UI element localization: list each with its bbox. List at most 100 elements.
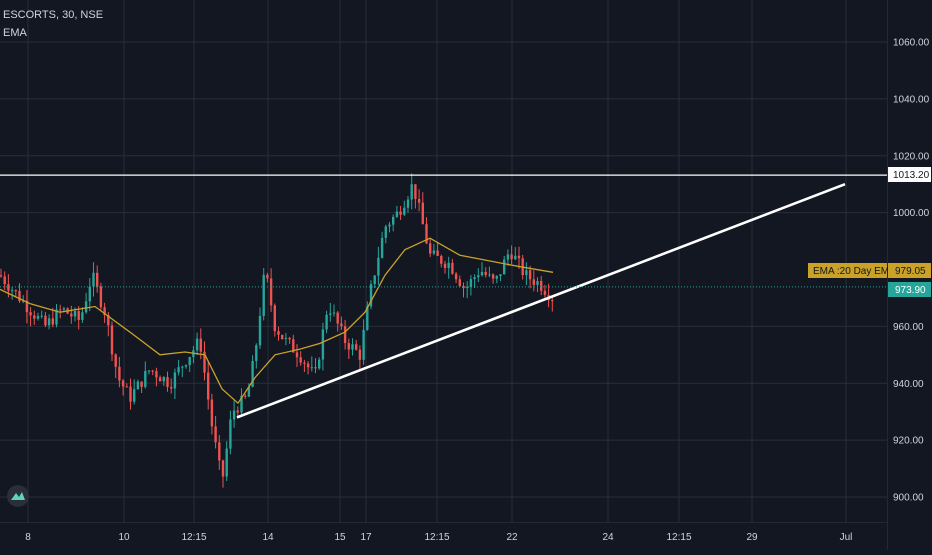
candle-body xyxy=(55,309,58,325)
last-price-badge: 973.90 xyxy=(888,282,931,297)
candle-body xyxy=(503,259,506,275)
candle-body xyxy=(33,315,36,319)
candle-body xyxy=(59,309,62,311)
price-labels: 1060.00 1040.00 1020.00 1000.00 960.00 940.00… xyxy=(893,38,930,504)
candle-body xyxy=(458,279,461,287)
time-tick-label: 12:15 xyxy=(424,532,449,543)
candle-body xyxy=(218,442,221,461)
candle-body xyxy=(469,279,473,288)
candle-body xyxy=(110,325,114,355)
candle-body xyxy=(480,271,484,276)
candle-body xyxy=(14,290,17,292)
candle-body xyxy=(118,366,121,381)
candle-body xyxy=(144,371,147,387)
candle-body xyxy=(147,370,151,372)
time-tick-label: 12:15 xyxy=(666,532,691,543)
candle-body xyxy=(281,334,284,340)
tradingview-logo-icon[interactable] xyxy=(6,484,30,508)
candle-body xyxy=(329,313,332,315)
candle-body xyxy=(88,286,91,302)
ema-label-text: EMA :20 Day EMA xyxy=(813,266,888,277)
candle-body xyxy=(114,354,117,367)
ema-line xyxy=(0,237,554,405)
candle-body xyxy=(321,329,325,360)
svg-text:1013.20: 1013.20 xyxy=(893,170,930,181)
candle-body xyxy=(425,224,428,244)
candle-body xyxy=(432,250,436,254)
candle-body xyxy=(510,254,513,260)
symbol-title[interactable]: ESCORTS, 30, NSE xyxy=(3,9,104,21)
candles xyxy=(0,173,554,488)
svg-text:973.90: 973.90 xyxy=(895,285,926,296)
candle-body xyxy=(247,386,251,397)
candle-body xyxy=(369,284,373,307)
candle-body xyxy=(221,460,225,477)
candle-body xyxy=(473,277,476,280)
candle-body xyxy=(155,371,158,378)
candle-body xyxy=(377,257,380,276)
candle-body xyxy=(454,273,458,280)
time-axis[interactable]: 8 10 12:15 14 15 17 12:15 22 24 12:15 29 Jul xyxy=(0,521,887,550)
candle-body xyxy=(392,216,395,225)
candle-body xyxy=(258,315,262,346)
candle-body xyxy=(207,372,210,400)
price-tick-label: 1040.00 xyxy=(893,94,930,105)
candle-body xyxy=(84,301,88,313)
candle-body xyxy=(129,386,132,402)
candle-body xyxy=(399,211,402,215)
candle-body xyxy=(236,410,239,413)
candle-body xyxy=(170,387,173,389)
candle-body xyxy=(506,254,510,260)
price-tick-label: 900.00 xyxy=(893,493,924,504)
candle-body xyxy=(3,276,6,285)
candle-body xyxy=(543,290,547,295)
candle-body xyxy=(366,306,369,330)
ema-label-badge: EMA :20 Day EMA xyxy=(808,263,888,278)
candle-body xyxy=(273,305,276,332)
candle-body xyxy=(380,237,384,258)
candle-body xyxy=(107,315,110,326)
candle-body xyxy=(314,367,317,369)
price-axis[interactable]: 1060.00 1040.00 1020.00 1000.00 960.00 940.00… xyxy=(886,0,932,550)
candle-body xyxy=(195,338,199,351)
candle-body xyxy=(325,314,328,330)
time-tick-label: 12:15 xyxy=(181,532,206,543)
candle-body xyxy=(81,312,84,320)
candle-body xyxy=(284,338,288,340)
candle-body xyxy=(358,349,362,360)
candle-body xyxy=(443,263,447,268)
candle-body xyxy=(477,275,480,278)
time-labels: 8 10 12:15 14 15 17 12:15 22 24 12:15 29 Jul xyxy=(25,532,852,543)
candle-body xyxy=(0,275,3,277)
ema-price-badge: 979.05 xyxy=(888,263,931,278)
candle-body xyxy=(466,287,469,289)
price-tick-label: 920.00 xyxy=(893,436,924,447)
candle-body xyxy=(491,274,495,279)
candle-body xyxy=(136,381,140,390)
candle-body xyxy=(210,399,214,427)
candle-body xyxy=(277,331,280,335)
candle-body xyxy=(125,386,128,388)
candle-body xyxy=(347,343,350,350)
candle-body xyxy=(255,345,258,362)
chart-area[interactable]: ESCORTS, 30, NSE EMA xyxy=(0,0,887,522)
candle-body xyxy=(177,367,180,373)
candle-body xyxy=(166,377,169,388)
candle-body xyxy=(332,312,336,314)
candle-body xyxy=(318,359,321,369)
candle-body xyxy=(10,290,14,292)
candle-body xyxy=(373,275,376,285)
candle-body xyxy=(269,278,273,306)
candle-body xyxy=(162,377,165,382)
indicator-name[interactable]: EMA xyxy=(3,27,27,39)
candle-body xyxy=(306,363,310,368)
grid xyxy=(0,0,887,522)
price-chart[interactable] xyxy=(0,0,887,522)
candle-body xyxy=(133,389,136,402)
candle-body xyxy=(421,202,424,225)
candle-body xyxy=(62,308,66,310)
candle-body xyxy=(417,198,421,203)
candle-body xyxy=(362,329,365,360)
candle-body xyxy=(99,286,103,308)
trendline[interactable] xyxy=(236,182,846,419)
